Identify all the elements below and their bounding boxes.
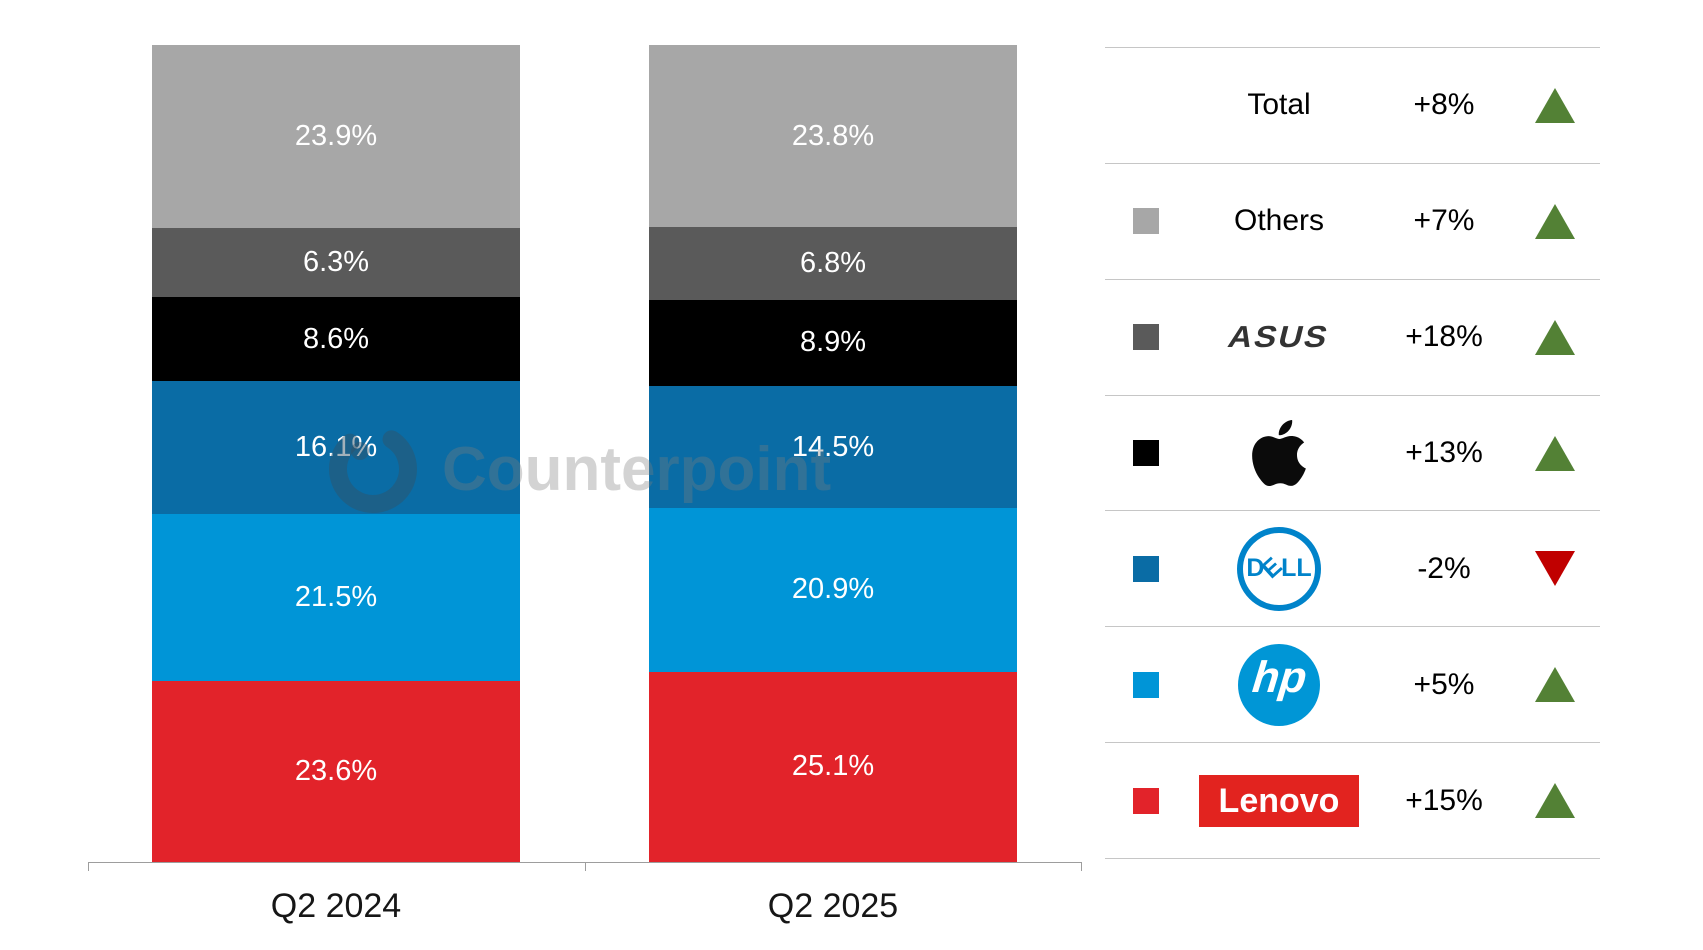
legend-row-asus: ASUS +18% [1105, 278, 1600, 395]
bar-segment-value-label: 20.9% [791, 573, 875, 606]
lenovo-logo: Lenovo [1199, 774, 1359, 827]
hp-logo-text: hp [1250, 652, 1310, 702]
apple-logo-icon [1252, 420, 1306, 486]
bar-segment-value-label: 8.6% [302, 322, 370, 355]
trend-up-icon [1534, 783, 1575, 819]
legend-brand-total: Total [1179, 88, 1379, 122]
dell-letter: L [1296, 554, 1312, 583]
legend-swatch-others [1133, 208, 1159, 235]
bar-segment-value-label: 14.5% [791, 430, 875, 463]
hp-logo: hp [1238, 643, 1320, 726]
legend-swatch-total [1133, 92, 1159, 118]
legend-brand-hp: hp [1179, 643, 1379, 726]
bar-segment-dell-q2-2024: 16.1% [152, 381, 520, 514]
bar-segment-value-label: 23.8% [791, 119, 875, 152]
trend-up-icon [1534, 87, 1575, 123]
trend-up-icon [1534, 435, 1575, 471]
bar-segment-value-label: 21.5% [294, 581, 378, 614]
legend-change-total: +8% [1413, 88, 1475, 122]
bar-segment-others-q2-2024: 23.9% [152, 45, 520, 228]
legend-brand-lenovo: Lenovo [1179, 774, 1379, 827]
bar-segment-asus-q2-2024: 6.3% [152, 227, 520, 298]
bar-segment-apple-q2-2025: 8.9% [649, 299, 1017, 386]
x-axis-tick [88, 862, 89, 871]
bar-segment-value-label: 23.6% [294, 755, 378, 788]
legend-swatch-dell [1133, 555, 1159, 582]
bar-segment-value-label: 16.1% [294, 431, 378, 464]
bar-segment-value-label: 25.1% [791, 750, 875, 783]
bar-segment-value-label: 8.9% [799, 326, 867, 359]
legend-change-dell: -2% [1417, 551, 1471, 585]
legend-brand-others: Others [1179, 204, 1379, 238]
legend-swatch-asus [1133, 324, 1159, 351]
stacked-bar-q2-2024: 23.6% 21.5% 16.1% 8.6% 6.3% 23.9% [152, 45, 520, 862]
legend: Total +8% Others +7% ASUS +18% [1105, 47, 1600, 859]
legend-change-asus: +18% [1405, 320, 1483, 354]
others-label: Others [1233, 204, 1325, 238]
plot-area: 23.6% 21.5% 16.1% 8.6% 6.3% 23.9% 25.1% 20.9% 1… [88, 45, 1082, 925]
bar-segment-lenovo-q2-2024: 23.6% [152, 681, 520, 862]
bar-segment-lenovo-q2-2025: 25.1% [649, 671, 1017, 862]
x-axis-tick [585, 862, 586, 871]
bar-segment-dell-q2-2025: 14.5% [649, 385, 1017, 509]
trend-up-icon [1534, 203, 1575, 239]
bar-segment-value-label: 6.3% [302, 245, 370, 278]
legend-change-apple: +13% [1405, 436, 1483, 469]
total-label: Total [1247, 88, 1311, 122]
legend-change-others: +7% [1413, 204, 1475, 238]
dell-letter: D [1246, 554, 1265, 583]
trend-up-icon [1534, 667, 1575, 703]
legend-row-others: Others +7% [1105, 162, 1600, 279]
stacked-bar-q2-2025: 25.1% 20.9% 14.5% 8.9% 6.8% 23.8% [649, 45, 1017, 862]
legend-row-apple: +13% [1105, 394, 1600, 511]
dell-letter: L [1281, 554, 1297, 583]
legend-row-lenovo: Lenovo +15% [1105, 742, 1600, 858]
bar-segment-others-q2-2025: 23.8% [649, 45, 1017, 228]
asus-logo: ASUS [1225, 319, 1334, 354]
legend-swatch-hp [1133, 671, 1159, 698]
x-axis-label-q2-2024: Q2 2024 [270, 887, 402, 925]
legend-row-hp: hp +5% [1105, 626, 1600, 742]
bar-segment-apple-q2-2024: 8.6% [152, 297, 520, 382]
bar-segment-asus-q2-2025: 6.8% [649, 227, 1017, 300]
x-axis-tick [1081, 862, 1082, 871]
trend-up-icon [1534, 319, 1575, 355]
bar-segment-value-label: 6.8% [799, 246, 867, 279]
legend-brand-apple [1179, 420, 1379, 486]
x-axis-label-q2-2025: Q2 2025 [767, 887, 899, 925]
legend-change-hp: +5% [1413, 667, 1475, 701]
legend-brand-asus: ASUS [1179, 318, 1379, 356]
lenovo-logo-text: Lenovo [1218, 781, 1340, 820]
bar-segment-value-label: 23.9% [294, 119, 378, 152]
legend-swatch-lenovo [1133, 787, 1159, 814]
legend-row-total: Total +8% [1105, 47, 1600, 163]
trend-down-icon [1534, 551, 1575, 587]
bar-segment-hp-q2-2025: 20.9% [649, 508, 1017, 672]
legend-change-lenovo: +15% [1405, 783, 1483, 817]
legend-swatch-apple [1133, 440, 1159, 466]
bar-segment-hp-q2-2024: 21.5% [152, 514, 520, 682]
